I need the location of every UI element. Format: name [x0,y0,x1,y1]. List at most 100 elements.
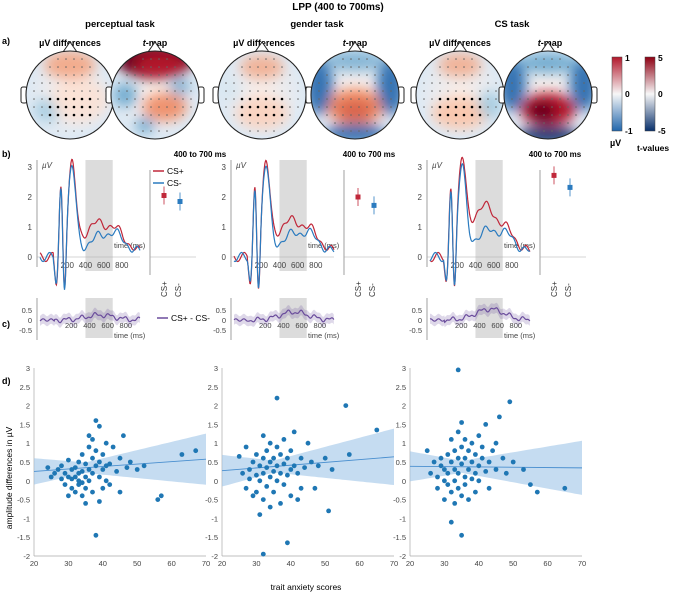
electrode-dot [240,105,244,109]
electrode-dot [257,122,259,124]
electrode-dot [479,66,481,68]
erp-ytick: 3 [222,163,227,172]
electrode-dot [358,122,360,124]
electrode-dot [72,113,76,117]
topomap-blob [518,53,578,73]
electrode-dot [158,130,160,132]
scatter-ytick: 2 [214,402,218,411]
electrode-dot [495,90,497,92]
electrode-dot [543,90,545,92]
erp-xtick: 200 [61,261,75,270]
scatter-point [455,455,461,461]
topomap-blob [170,77,190,97]
scatter-point [452,448,458,454]
scatter-point [295,470,301,476]
electrode-dot [89,74,91,76]
scatter-point [473,470,478,476]
diff-xtick: 800 [510,321,523,330]
electrode-dot [519,82,521,84]
erp-ytick: 0 [222,253,227,262]
scatter-point [267,504,273,510]
electrode-dot [575,98,577,100]
electrode-dot [559,98,561,100]
electrode-dot [150,130,152,132]
electrode-dot [382,74,384,76]
electrode-dot [126,74,128,76]
scatter-ytick: -0.5 [17,496,30,505]
electrode-dot [551,74,553,76]
electrode-dot [256,105,260,109]
electrode-dot [479,90,481,92]
scatter-point [343,403,349,408]
electrode-dot [118,90,120,92]
electrode-dot [551,98,553,100]
electrode-dot [126,114,128,116]
electrode-dot [567,90,569,92]
electrode-dot [455,58,457,60]
electrode-dot [447,130,449,132]
electrode-dot [81,130,83,132]
electrode-dot [265,74,267,76]
point-xtick-cs-minus: CS- [368,283,377,297]
scatter-point [469,476,475,482]
electrode-dot [249,130,251,132]
scatter-point [288,493,294,499]
electrode-dot [57,66,59,68]
scatter-point [97,499,102,504]
scatter-point [462,482,468,487]
electrode-dot [97,98,99,100]
electrode-dot [350,114,352,116]
electrode-dot [166,90,168,92]
electrode-dot [350,98,352,100]
electrode-dot [249,122,251,124]
electrode-dot [65,74,67,76]
electrode-dot [366,106,368,108]
electrode-dot [567,98,569,100]
electrode-dot [551,90,553,92]
scatter-point [260,551,266,557]
electrode-dot [65,90,67,92]
electrode-dot [455,130,457,132]
electrode-dot [567,82,569,84]
electrode-dot [470,113,474,117]
scatter-point [90,455,95,461]
scatter-ytick: 1.5 [20,420,30,429]
diff-xtick: 800 [314,321,327,330]
scatter-point [459,493,464,499]
electrode-dot [249,58,251,60]
legend-cs-minus: CS- [167,178,182,188]
scatter-point [285,455,290,461]
electrode-dot [374,74,376,76]
scatter-ytick: -1.5 [205,533,218,542]
erp-xtick: 400 [273,261,287,270]
electrode-dot [390,90,392,92]
electrode-dot [431,74,433,76]
electrode-dot [535,58,537,60]
scatter-point [285,540,290,546]
electrode-dot [142,74,144,76]
electrode-dot [249,82,251,84]
electrode-dot [265,90,267,92]
electrode-dot [559,58,561,60]
scatter-point [452,478,458,484]
electrode-dot [272,113,276,117]
topomap-blob [220,76,240,104]
electrode-dot [439,66,441,68]
diff-xtick: 200 [455,321,468,330]
scatter-ylabel: amplitude differences in µV [4,426,14,529]
diff-xtick: 600 [491,321,504,330]
electrode-dot [174,106,176,108]
electrode-dot [166,98,168,100]
scatter-point [260,497,266,502]
electrode-dot [150,90,152,92]
electrode-dot [289,74,291,76]
topomap-blob [113,83,137,107]
diff-xtick: 200 [65,321,78,330]
electrode-dot [64,113,68,117]
electrode-dot [249,74,251,76]
electrode-dot [462,113,466,117]
scatter-point [264,448,270,454]
electrode-dot [511,90,513,92]
electrode-dot [318,98,320,100]
scatter-point [83,474,88,480]
